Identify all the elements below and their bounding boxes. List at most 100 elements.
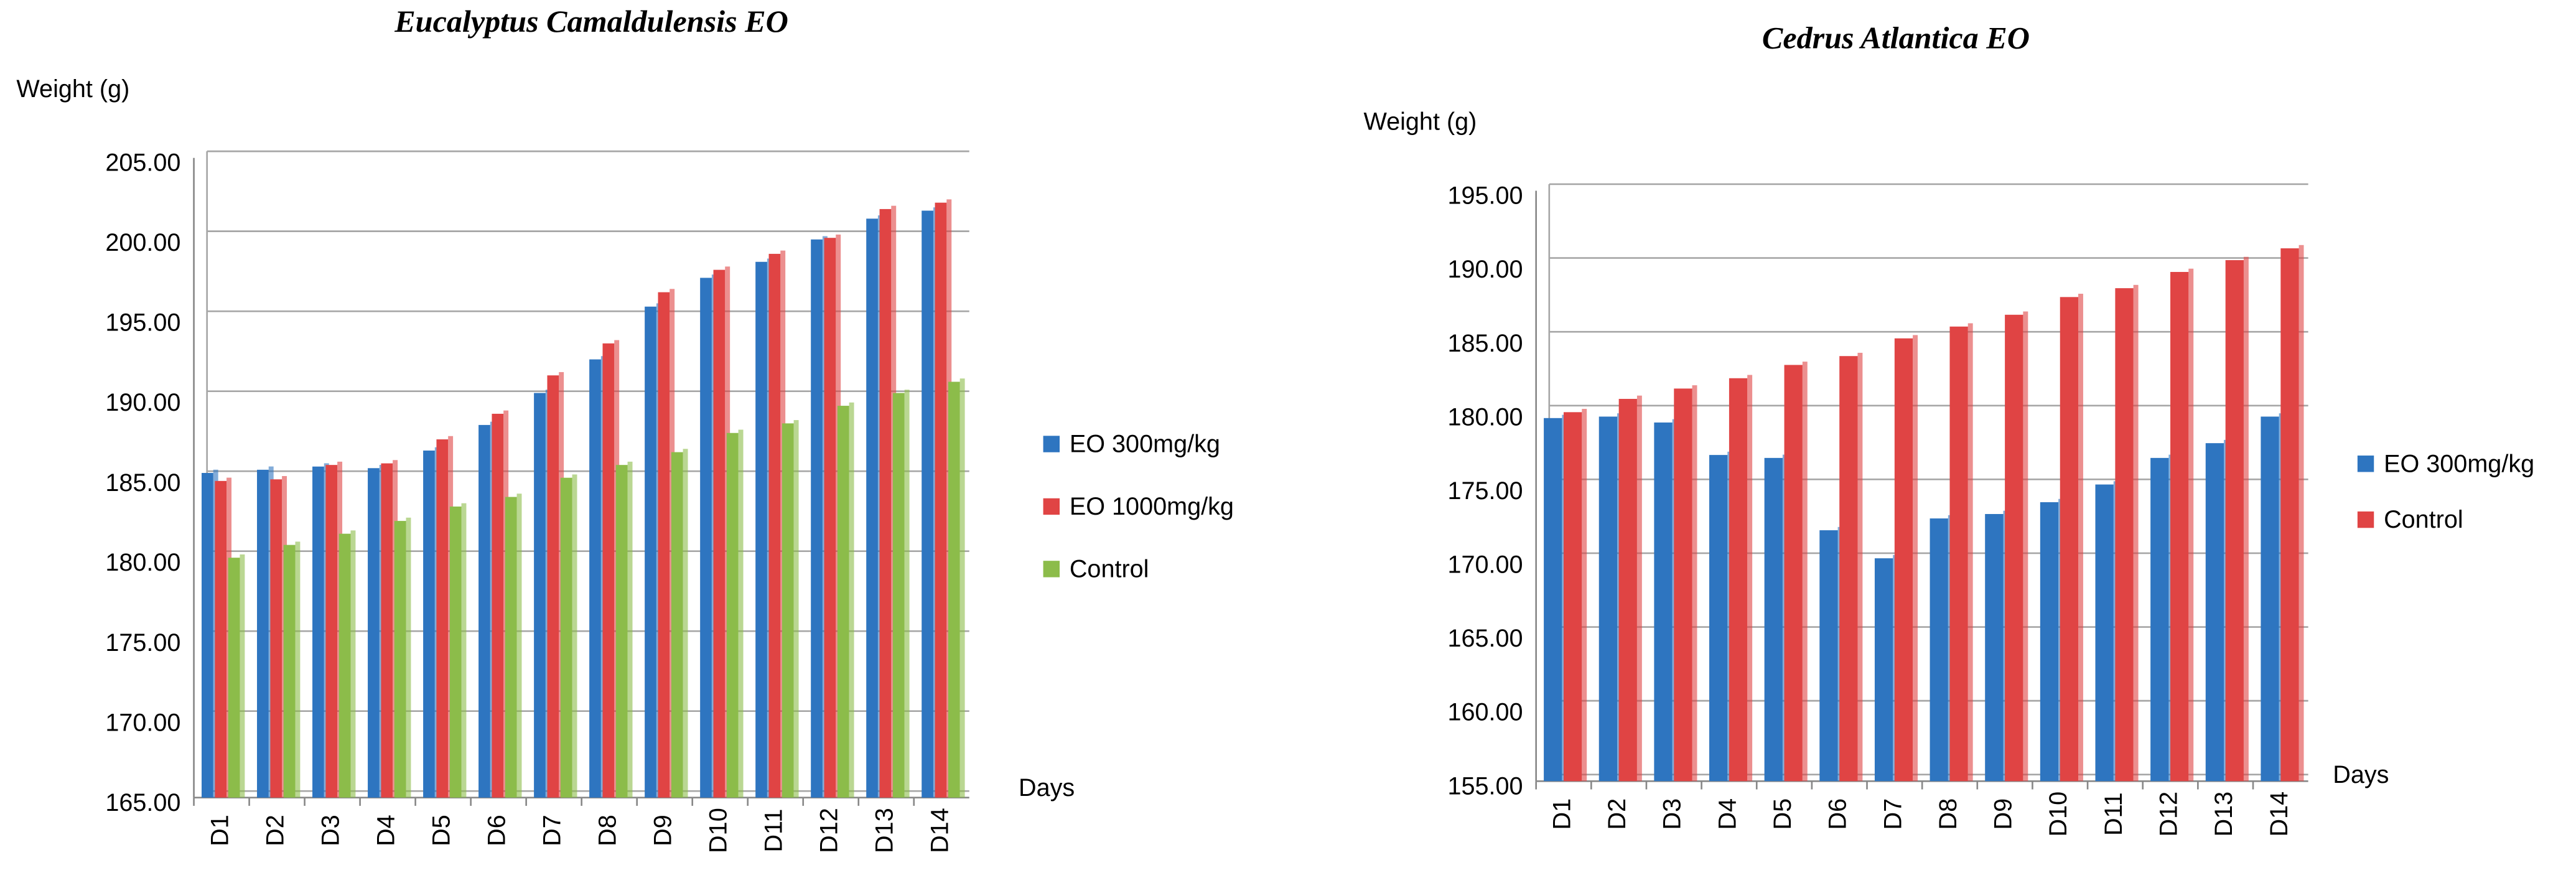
bar-face — [1729, 378, 1748, 782]
bar-face — [671, 452, 683, 798]
y-tick-label: 165.00 — [1447, 625, 1523, 652]
bar-face — [449, 506, 462, 798]
bar-face — [2150, 457, 2169, 782]
legend-label: EO 300mg/kg — [1070, 431, 1220, 458]
bar-side — [1913, 335, 1918, 782]
bar-side — [738, 429, 744, 798]
bar — [1709, 451, 1733, 782]
bar-face — [325, 465, 338, 798]
bar — [560, 474, 577, 798]
x-tick-label: D14 — [926, 808, 954, 853]
bar-face — [1709, 455, 1728, 782]
bar — [2205, 439, 2229, 782]
legend-label: Control — [2384, 506, 2463, 533]
bar-face — [1544, 418, 1562, 782]
bar — [726, 429, 744, 798]
x-tick-label: D11 — [2100, 792, 2127, 836]
bar-face — [824, 238, 836, 798]
x-tick-label: D3 — [317, 815, 345, 846]
x-tick-label: D13 — [2210, 792, 2238, 837]
bar-face — [215, 480, 227, 798]
bar-face — [948, 381, 960, 798]
bar-face — [1564, 412, 1582, 782]
bar-face — [492, 413, 504, 798]
bar-face — [1764, 457, 1783, 782]
bar — [394, 517, 411, 798]
legend-label: Control — [1070, 555, 1149, 582]
bar-side — [1857, 352, 1863, 782]
y-tick-label: 165.00 — [105, 789, 180, 816]
bar — [1784, 362, 1808, 782]
bar-face — [837, 406, 849, 798]
bar — [2115, 284, 2139, 782]
y-tick-label: 190.00 — [1447, 256, 1523, 283]
x-tick-label: D11 — [760, 809, 788, 853]
bar-side — [1636, 395, 1642, 782]
y-axis-label: Weight (g) — [1363, 108, 1477, 136]
bar-face — [713, 269, 726, 798]
bar-face — [2005, 314, 2023, 782]
bar-face — [202, 473, 213, 798]
bar-side — [793, 420, 799, 798]
legend-label: EO 300mg/kg — [2384, 450, 2534, 477]
y-tick-label: 180.00 — [105, 549, 180, 576]
bar-face — [726, 432, 739, 798]
bar — [2280, 245, 2304, 782]
bar-face — [505, 497, 517, 798]
bar-side — [849, 402, 854, 798]
bar-side — [350, 530, 356, 798]
bar-face — [2225, 260, 2244, 782]
bar-side — [1582, 409, 1587, 782]
bar-face — [394, 521, 406, 798]
bar — [1894, 335, 1918, 782]
legend-swatch — [1043, 436, 1060, 452]
y-tick-label: 190.00 — [105, 389, 180, 416]
bar-side — [1967, 323, 1973, 782]
legend-swatch — [1043, 561, 1060, 577]
bar-face — [866, 218, 878, 798]
bar-face — [755, 261, 767, 798]
x-tick-label: D8 — [594, 815, 622, 846]
bar-face — [560, 477, 572, 798]
bar-side — [2243, 256, 2249, 782]
x-tick-label: D7 — [539, 815, 566, 846]
y-tick-label: 200.00 — [105, 229, 180, 256]
bar-face — [436, 439, 449, 798]
x-tick-label: D9 — [650, 815, 677, 846]
bar — [505, 493, 522, 798]
x-tick-label: D4 — [373, 815, 400, 846]
bar-face — [1949, 326, 1968, 782]
bar — [1674, 385, 1697, 782]
bar-side — [1692, 385, 1697, 782]
bar — [1598, 413, 1622, 782]
bar — [1874, 554, 1898, 782]
y-tick-label: 205.00 — [105, 149, 180, 177]
bar — [338, 530, 356, 798]
chart-title: Eucalyptus Camaldulensis EO — [394, 4, 788, 39]
y-tick-label: 175.00 — [1447, 477, 1523, 505]
bar-face — [768, 253, 781, 798]
bar-face — [381, 463, 393, 798]
bar-face — [1930, 518, 1948, 782]
bar-face — [2095, 484, 2114, 782]
x-axis-label: Days — [1019, 774, 1075, 802]
bar-face — [312, 466, 324, 798]
bar-face — [1985, 513, 2004, 782]
bar — [2170, 268, 2194, 782]
bar — [2005, 311, 2028, 782]
bar-face — [615, 465, 628, 798]
x-tick-label: D5 — [428, 815, 455, 846]
y-tick-label: 160.00 — [1447, 699, 1523, 726]
bar-face — [2115, 288, 2134, 782]
y-tick-label: 195.00 — [1447, 182, 1523, 210]
bar — [2225, 256, 2249, 782]
bar-side — [959, 378, 965, 798]
y-tick-label: 185.00 — [1447, 330, 1523, 357]
bar-side — [240, 554, 245, 798]
bar-side — [572, 474, 577, 798]
bar — [1544, 414, 1567, 782]
bar-face — [423, 451, 435, 798]
x-tick-label: D2 — [1603, 798, 1631, 830]
x-tick-label: D10 — [2045, 792, 2072, 837]
bar-face — [892, 393, 905, 798]
